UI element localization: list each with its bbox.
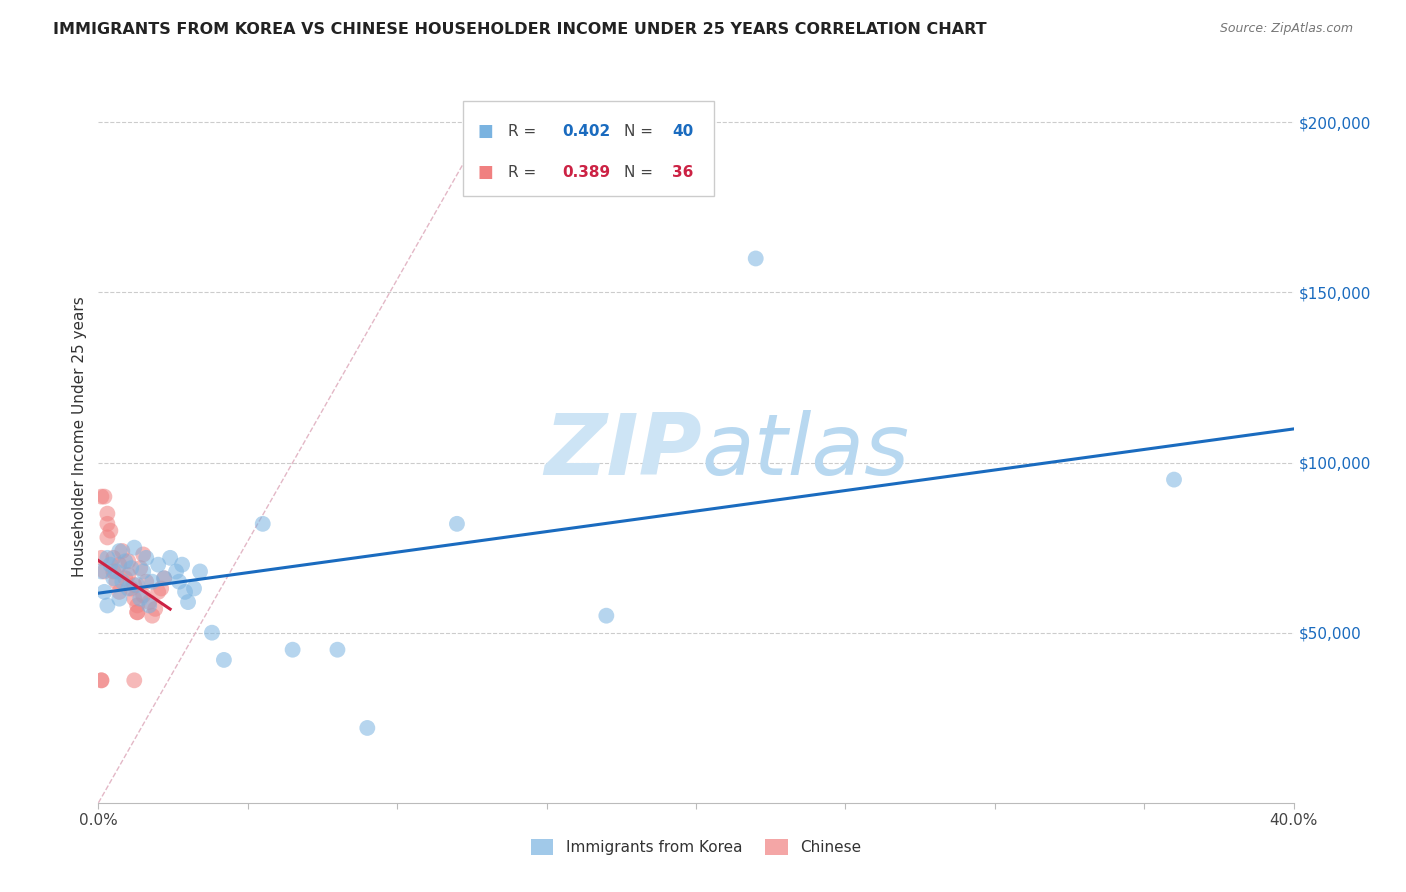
Point [201,625,224,640]
Point [595,608,617,623]
Point [132,565,155,579]
Point [174,585,197,599]
Point [167,574,190,589]
Text: 0.402: 0.402 [562,124,610,139]
Point [103,550,125,565]
Point [96,507,118,521]
Point [188,565,211,579]
Text: ■: ■ [477,163,494,181]
Point [117,554,139,568]
Point [141,574,163,589]
Point [281,642,304,657]
Point [129,591,152,606]
Text: N =: N = [624,165,658,180]
Point [127,605,149,619]
Point [135,574,157,589]
Point [90,565,112,579]
Point [117,582,139,596]
Text: ZIP: ZIP [544,410,702,493]
Point [124,541,146,555]
Legend: Immigrants from Korea, Chinese: Immigrants from Korea, Chinese [524,833,868,861]
Point [141,608,163,623]
Point [108,544,131,558]
Point [114,571,136,585]
Point [183,582,205,596]
Point [93,490,115,504]
Point [124,578,146,592]
Point [105,565,128,579]
Point [212,653,235,667]
Point [96,599,118,613]
Point [98,524,122,538]
Point [446,516,468,531]
Point [159,550,181,565]
Point [138,599,160,613]
Point [132,588,155,602]
Point [148,558,170,572]
Text: R =: R = [509,165,541,180]
Point [153,571,176,585]
Point [127,578,149,592]
Point [138,595,160,609]
FancyBboxPatch shape [463,101,714,195]
Text: 40: 40 [672,124,693,139]
Point [90,673,112,688]
Point [90,490,112,504]
Point [127,605,149,619]
Point [356,721,378,735]
Point [111,574,134,589]
Point [108,558,131,572]
Point [117,567,139,582]
Point [1163,473,1185,487]
Point [98,558,122,572]
Point [129,561,152,575]
Text: Source: ZipAtlas.com: Source: ZipAtlas.com [1219,22,1353,36]
Text: ■: ■ [477,122,494,140]
Point [153,571,176,585]
Point [111,544,134,558]
Point [103,571,125,585]
Point [103,565,125,579]
Point [114,554,136,568]
Point [96,531,118,545]
Point [150,582,173,596]
Point [135,550,157,565]
Text: R =: R = [509,124,541,139]
Point [177,595,200,609]
Point [120,582,142,596]
Point [96,516,118,531]
Point [93,565,115,579]
Point [105,574,128,589]
Point [132,548,155,562]
Text: 36: 36 [672,165,693,180]
Point [90,673,112,688]
Point [165,565,187,579]
Point [172,558,194,572]
Point [745,252,768,266]
Point [143,602,166,616]
Text: IMMIGRANTS FROM KOREA VS CHINESE HOUSEHOLDER INCOME UNDER 25 YEARS CORRELATION C: IMMIGRANTS FROM KOREA VS CHINESE HOUSEHO… [53,22,987,37]
Y-axis label: Householder Income Under 25 years: Householder Income Under 25 years [72,297,87,577]
Point [148,585,170,599]
Point [326,642,349,657]
Point [93,585,115,599]
Text: N =: N = [624,124,658,139]
Point [90,550,112,565]
Text: atlas: atlas [702,410,910,493]
Point [124,591,146,606]
Point [108,591,131,606]
Point [108,585,131,599]
Point [127,599,149,613]
Point [252,516,274,531]
Point [96,550,118,565]
Point [124,673,146,688]
Point [120,561,142,575]
Text: 0.389: 0.389 [562,165,610,180]
